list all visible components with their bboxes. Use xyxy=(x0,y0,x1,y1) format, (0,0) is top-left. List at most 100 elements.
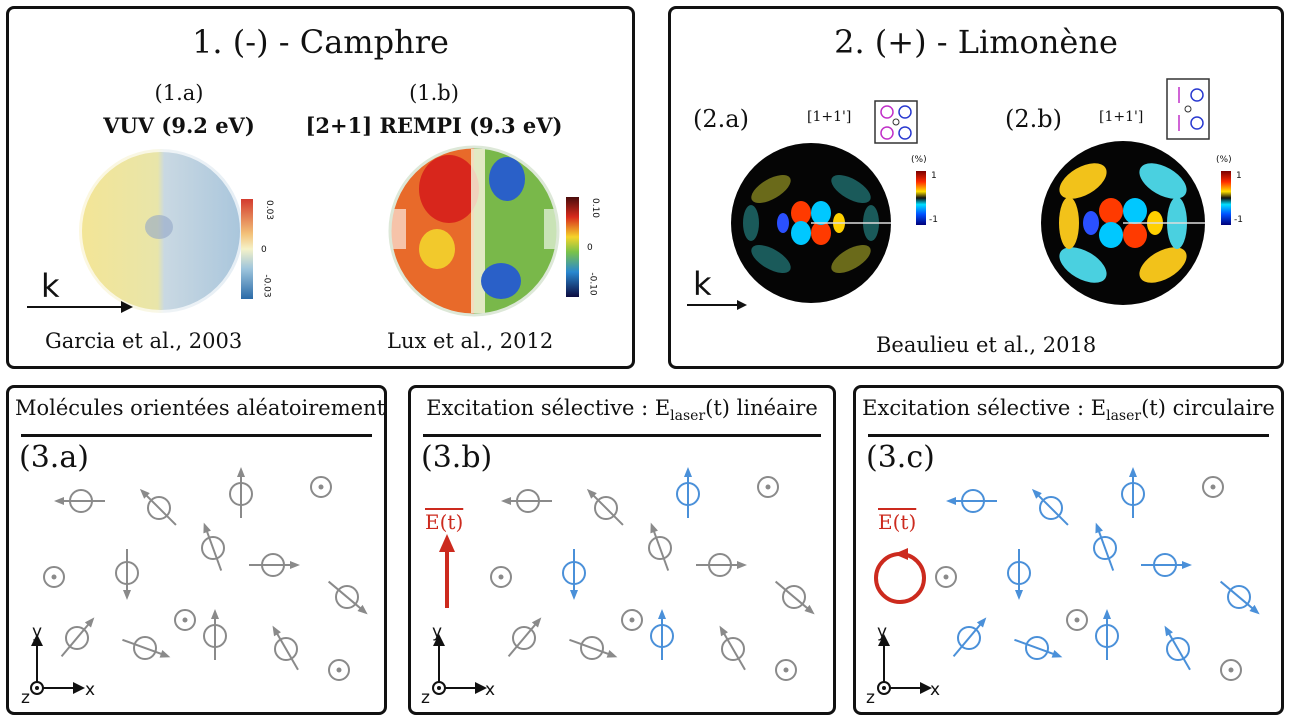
molecule-arrow-10 xyxy=(569,636,618,660)
panel-title: 1. (-) - Camphre xyxy=(192,23,449,61)
field-label-3b: E(t) xyxy=(425,510,464,534)
circular-field-icon xyxy=(874,548,926,604)
panel-3c: Excitation sélective : Elaser(t) circula… xyxy=(853,385,1284,715)
molecule-dot-11 xyxy=(174,609,196,631)
field-subscript: laser xyxy=(1106,408,1142,425)
panel-3a: Molécules orientées aléatoirement (3.a) … xyxy=(6,385,387,715)
pad-image-1b xyxy=(388,145,560,317)
axis-x-label: x xyxy=(930,680,941,700)
subfigure-tag-3a: (3.a) xyxy=(19,440,89,475)
molecule-arrow-10 xyxy=(122,636,171,660)
cb-unit-2b: (%) xyxy=(1216,155,1232,165)
axis-x-label: x xyxy=(85,680,96,700)
molecule-arrow-9 xyxy=(952,617,987,658)
citation-2: Beaulieu et al., 2018 xyxy=(876,333,1097,357)
molecule-arrow-6 xyxy=(696,553,747,577)
panel-camphre: 1. (-) - Camphre (1.a) VUV (9.2 eV) (1.b… xyxy=(6,6,635,369)
molecule-field-3b xyxy=(432,467,815,695)
molecule-arrow-9 xyxy=(507,617,542,658)
molecule-arrow-0 xyxy=(54,489,105,513)
header-text-end: (t) linéaire xyxy=(705,396,818,420)
molecule-arrow-1 xyxy=(586,488,624,526)
molecule-field-3a xyxy=(30,467,368,695)
molecule-arrow-8 xyxy=(774,580,815,615)
molecule-dot-7 xyxy=(43,566,65,588)
field-subscript: laser xyxy=(670,408,706,425)
panel-title: 2. (+) - Limonène xyxy=(834,23,1118,61)
axis-y-label: y xyxy=(877,622,888,642)
header-text: Excitation sélective : xyxy=(862,396,1091,420)
cb-tick-2b-top: 1 xyxy=(1236,171,1242,181)
divider xyxy=(21,434,372,437)
camphre-images xyxy=(27,145,579,317)
molecule-arrow-12 xyxy=(203,609,227,660)
molecule-arrow-5 xyxy=(201,522,225,571)
cb-tick-1a-mid: 0 xyxy=(261,245,267,255)
colorbar-2a xyxy=(916,171,926,225)
axis-z-label: z xyxy=(21,688,30,708)
divider xyxy=(423,434,821,437)
method-label-1b: [2+1] REMPI (9.3 eV) xyxy=(305,113,563,138)
citation-1a: Garcia et al., 2003 xyxy=(45,329,243,353)
method-label-1a: VUV (9.2 eV) xyxy=(103,113,255,138)
molecule-arrow-6 xyxy=(1141,553,1192,577)
molecule-dot-11 xyxy=(621,609,643,631)
divider xyxy=(868,434,1269,437)
molecule-arrow-1 xyxy=(1031,488,1069,526)
k-label: k xyxy=(41,267,60,305)
molecule-arrow-1 xyxy=(139,488,177,526)
cb-tick-1a-bot: -0.03 xyxy=(261,274,272,298)
k-arrowhead-icon xyxy=(121,301,133,313)
xyz-axes-icon xyxy=(30,634,85,695)
header-text-end: (t) circulaire xyxy=(1141,396,1275,420)
header-text: Excitation sélective : xyxy=(426,396,655,420)
molecule-arrow-12 xyxy=(1095,609,1119,660)
subfigure-tag-2a: (2.a) xyxy=(693,105,749,133)
panel-header-3b: Excitation sélective : Elaser(t) linéair… xyxy=(417,396,827,424)
molecule-dot-3 xyxy=(757,476,779,498)
molecule-dot-14 xyxy=(775,659,797,681)
panel-3b: Excitation sélective : Elaser(t) linéair… xyxy=(408,385,836,715)
field-label-3c: E(t) xyxy=(878,510,917,534)
subfigure-tag-3c: (3.c) xyxy=(866,440,935,475)
subfigure-tag-3b: (3.b) xyxy=(421,440,493,475)
scheme-label-2a: [1+1'] xyxy=(807,109,852,125)
axis-z-label: z xyxy=(421,688,430,708)
panel-limonene: 2. (+) - Limonène (2.a) [1+1'] (2.b) [1+… xyxy=(668,6,1284,369)
field-symbol: E xyxy=(1090,396,1107,420)
pad-image-2a xyxy=(731,143,891,303)
cb-tick-1a-top: 0.03 xyxy=(264,199,275,221)
molecule-dot-7 xyxy=(490,566,512,588)
linear-field-arrow-icon xyxy=(439,534,455,608)
colorbar-1a xyxy=(241,199,253,299)
pad-image-1a xyxy=(76,146,246,316)
xyz-axes-icon xyxy=(432,634,487,695)
xyz-axes-icon xyxy=(877,634,932,695)
axis-y-label: y xyxy=(32,622,43,642)
cb-tick-1b-top: 0.10 xyxy=(590,197,601,219)
polarization-inset-2b xyxy=(1166,78,1210,140)
colorbar-2b xyxy=(1221,171,1231,225)
molecule-arrow-13 xyxy=(719,625,746,671)
limonene-images xyxy=(687,78,1231,310)
molecule-arrow-2 xyxy=(676,467,700,518)
cb-unit-2a: (%) xyxy=(911,155,927,165)
panel-header-3a: Molécules orientées aléatoirement xyxy=(15,396,386,420)
molecule-dot-11 xyxy=(1066,609,1088,631)
molecule-arrow-2 xyxy=(1121,467,1145,518)
molecule-arrow-4 xyxy=(115,549,139,600)
molecule-arrow-5 xyxy=(1093,522,1117,571)
cb-tick-2a-top: 1 xyxy=(931,171,937,181)
molecule-dot-7 xyxy=(935,566,957,588)
molecule-arrow-4 xyxy=(1007,549,1031,600)
panel-header-3c: Excitation sélective : Elaser(t) circula… xyxy=(862,396,1275,424)
cb-tick-2a-bot: -1 xyxy=(929,215,938,225)
molecule-arrow-12 xyxy=(650,609,674,660)
axis-x-label: x xyxy=(485,680,496,700)
molecule-arrow-13 xyxy=(1164,625,1191,671)
molecule-arrow-6 xyxy=(249,553,300,577)
molecule-dot-3 xyxy=(1202,476,1224,498)
k-arrowhead-icon xyxy=(737,300,747,310)
scheme-label-2b: [1+1'] xyxy=(1099,109,1144,125)
citation-1b: Lux et al., 2012 xyxy=(387,329,554,353)
